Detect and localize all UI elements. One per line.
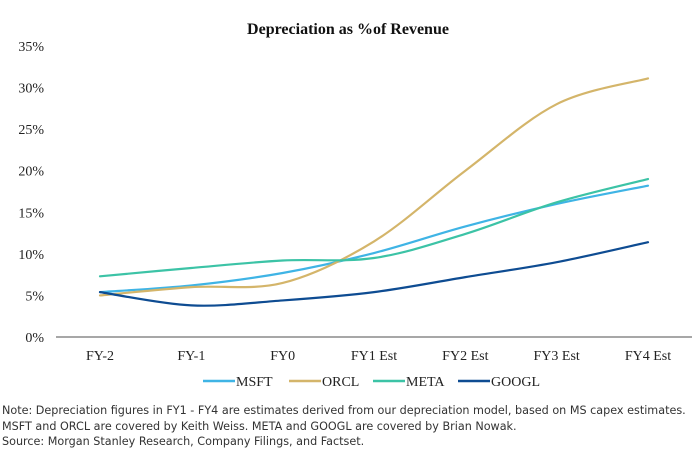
note-line-2: MSFT and ORCL are covered by Keith Weiss… — [2, 419, 517, 433]
x-tick-label: FY2 Est — [442, 349, 488, 364]
x-tick-label: FY3 Est — [534, 349, 580, 364]
legend-item-googl: GOOGL — [458, 375, 540, 390]
note-line-1: Note: Depreciation figures in FY1 - FY4 … — [2, 404, 686, 417]
legend-item-msft: MSFT — [203, 375, 273, 390]
y-tick-label: 25% — [18, 123, 44, 138]
series-line-orcl — [98, 77, 650, 297]
series-line-googl — [98, 241, 650, 307]
series-line-msft — [98, 184, 650, 294]
y-tick-label: 30% — [18, 82, 44, 97]
legend: MSFT ORCL META GOOGL — [203, 375, 540, 390]
chart-title: Depreciation as %of Revenue — [247, 21, 449, 38]
legend-label: ORCL — [322, 375, 359, 390]
y-tick-label: 15% — [18, 206, 44, 221]
x-axis-ticks: FY-2 FY-1 FY0 FY1 Est FY2 Est FY3 Est FY4 Est — [86, 349, 671, 364]
legend-label: MSFT — [236, 375, 273, 390]
y-tick-label: 20% — [18, 165, 44, 180]
note-line-3: Source: Morgan Stanley Research, Company… — [2, 435, 365, 448]
x-tick-label: FY4 Est — [625, 349, 671, 364]
y-axis-ticks: 0% 5% 10% 15% 20% 25% 30% 35% — [18, 40, 44, 346]
y-tick-label: 35% — [18, 40, 44, 55]
y-tick-label: 10% — [18, 248, 44, 263]
legend-item-orcl: ORCL — [289, 375, 359, 390]
series-line-meta — [98, 177, 650, 278]
legend-label: GOOGL — [491, 375, 540, 390]
series-lines — [98, 77, 650, 307]
x-tick-label: FY1 Est — [351, 349, 397, 364]
x-tick-label: FY-2 — [86, 349, 114, 364]
x-tick-label: FY-1 — [177, 349, 205, 364]
legend-label: META — [406, 375, 445, 390]
legend-item-meta: META — [373, 375, 445, 390]
x-tick-label: FY0 — [270, 349, 295, 364]
y-tick-label: 0% — [25, 331, 44, 346]
line-chart: Depreciation as %of Revenue 0% 5% 10% 15% 20… — [18, 21, 692, 390]
y-tick-label: 5% — [25, 289, 44, 304]
footnotes: Note: Depreciation figures in FY1 - FY4 … — [2, 403, 698, 450]
